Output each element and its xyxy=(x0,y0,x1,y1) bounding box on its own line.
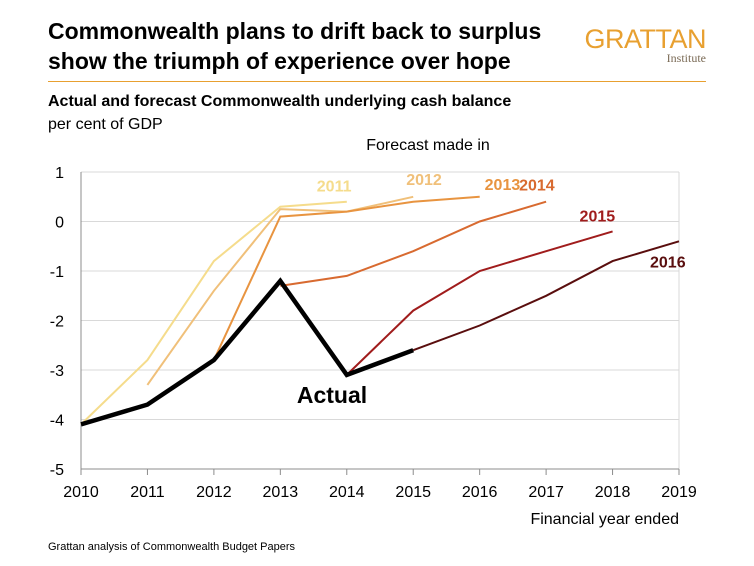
actual-annotation: Actual xyxy=(297,382,367,408)
y-tick-label: -4 xyxy=(50,413,64,430)
title-line-2: show the triumph of experience over hope xyxy=(48,48,511,74)
header-rule xyxy=(48,81,706,82)
x-tick-label: 2018 xyxy=(595,484,631,501)
x-tick-label: 2013 xyxy=(263,484,299,501)
logo-word: GRATTAN xyxy=(584,24,707,54)
x-tick-label: 2011 xyxy=(130,484,165,501)
series-line-2016 xyxy=(412,240,680,352)
y-tick-label: -3 xyxy=(50,363,64,380)
series-line-2013 xyxy=(212,195,480,361)
x-tick-label: 2017 xyxy=(528,484,564,501)
series-label-2016: 2016 xyxy=(650,254,686,271)
y-tick-label: -1 xyxy=(50,264,64,281)
y-tick-label: -5 xyxy=(50,462,64,479)
series-lines xyxy=(80,195,680,427)
series-label-2011: 2011 xyxy=(317,179,352,196)
source-note: Grattan analysis of Commonwealth Budget … xyxy=(48,541,296,553)
series-line-2014 xyxy=(280,200,547,287)
series-line-2015 xyxy=(346,230,613,376)
logo-sub: Institute xyxy=(666,51,706,65)
series-label-2014: 2014 xyxy=(519,178,555,195)
y-tick-label: 1 xyxy=(55,165,64,182)
x-tick-label: 2012 xyxy=(196,484,232,501)
x-axis-title: Financial year ended xyxy=(530,511,679,528)
y-tick-label: -2 xyxy=(50,314,64,331)
chart-title: Commonwealth plans to drift back to surp… xyxy=(48,16,608,76)
y-axis-units: per cent of GDP xyxy=(48,116,163,133)
legend-title: Forecast made in xyxy=(366,137,490,154)
series-line-2012 xyxy=(146,195,414,386)
series-label-2013: 2013 xyxy=(485,177,521,194)
x-tick-label: 2014 xyxy=(329,484,365,501)
title-line-1: Commonwealth plans to drift back to surp… xyxy=(48,18,542,44)
x-tick-label: 2016 xyxy=(462,484,498,501)
series-line-2011 xyxy=(80,200,347,426)
series-label-2012: 2012 xyxy=(406,172,442,189)
y-tick-label: 0 xyxy=(55,215,64,232)
x-tick-label: 2015 xyxy=(395,484,431,501)
x-tick-label: 2010 xyxy=(63,484,99,501)
grattan-logo: GRATTAN Institute xyxy=(584,24,707,65)
series-line-actual xyxy=(80,277,414,427)
x-tick-label: 2019 xyxy=(661,484,697,501)
chart-subtitle: Actual and forecast Commonwealth underly… xyxy=(48,93,512,110)
series-label-2015: 2015 xyxy=(580,208,616,225)
